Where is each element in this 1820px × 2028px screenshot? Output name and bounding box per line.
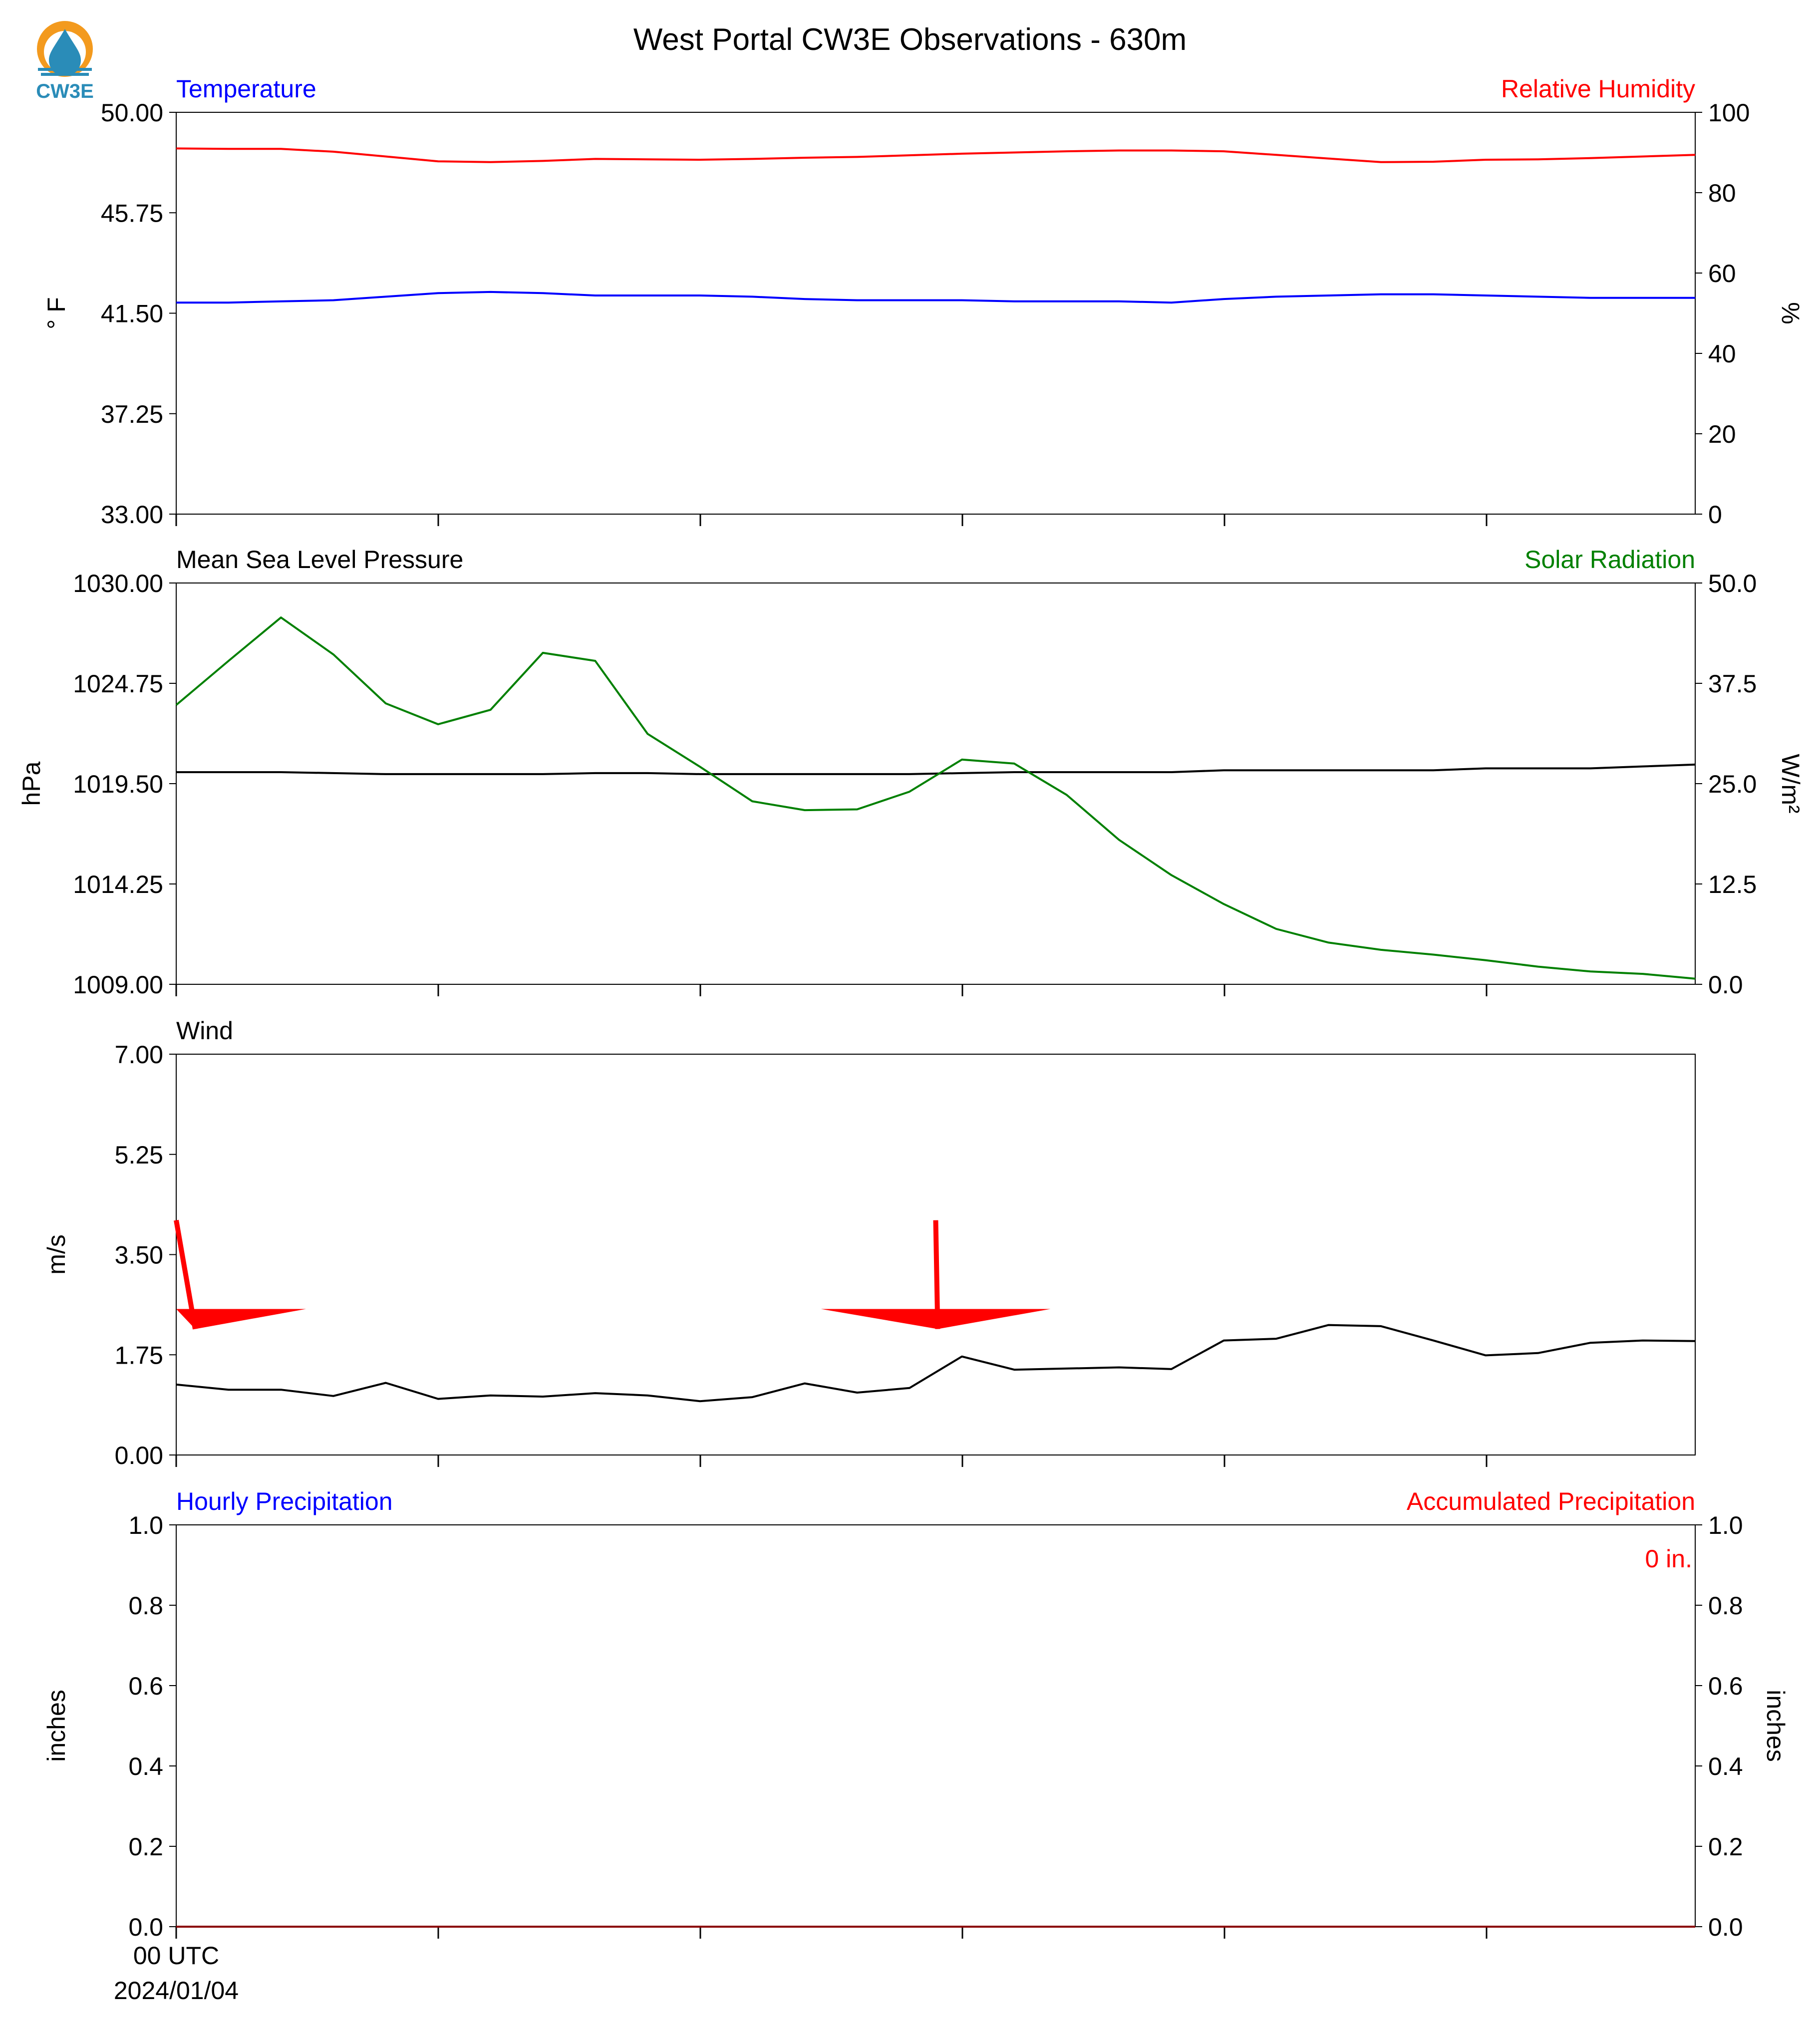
series-line-temperature	[176, 290, 1695, 304]
ytick-label-right: 25.0	[1708, 770, 1757, 798]
ytick-label-right: 0.2	[1708, 1833, 1743, 1861]
ytick-label-right: 80	[1708, 179, 1736, 207]
logo-text: CW3E	[36, 80, 94, 102]
ytick-label-right: 37.5	[1708, 670, 1757, 698]
ytick-label-right: 0.0	[1708, 1913, 1743, 1941]
accumulated-total-label: 0 in.	[1645, 1545, 1692, 1573]
panel-title-right: Relative Humidity	[1501, 75, 1695, 103]
ytick-label-right: 40	[1708, 340, 1736, 368]
ytick-label-left: 7.00	[115, 1041, 163, 1069]
ytick-label-left: 1.0	[128, 1511, 163, 1539]
ytick-label-left: 1.75	[115, 1341, 163, 1369]
panel-pressure-solar: Mean Sea Level Pressure Solar Radiation 10…	[17, 546, 1805, 999]
xtick-label-time: 00 UTC	[133, 1942, 219, 1970]
ytick-label-left: 41.50	[101, 300, 163, 328]
ylabel-left: hPa	[17, 761, 45, 806]
wind-barb	[821, 1220, 1051, 1329]
ytick-label-left: 50.00	[101, 99, 163, 127]
ytick-label-left: 3.50	[115, 1241, 163, 1269]
ylabel-left: inches	[42, 1690, 70, 1762]
ylabel-left: m/s	[42, 1234, 70, 1275]
ytick-label-right: 20	[1708, 420, 1736, 448]
panel-title-right: Accumulated Precipitation	[1407, 1487, 1695, 1515]
panel-precipitation: Hourly Precipitation Accumulated Precipit…	[42, 1487, 1790, 1941]
ytick-label-left: 0.0	[128, 1913, 163, 1941]
cw3e-logo: CW3E	[36, 21, 94, 102]
figure-title: West Portal CW3E Observations - 630m	[633, 22, 1187, 57]
panel-title-left: Wind	[176, 1017, 233, 1045]
ytick-label-right: 12.5	[1708, 870, 1757, 898]
wind-barb-flag	[176, 1309, 306, 1329]
ytick-label-left: 33.00	[101, 501, 163, 529]
ytick-label-left: 0.8	[128, 1592, 163, 1620]
logo-drop-icon	[49, 29, 81, 76]
ytick-label-left: 5.25	[115, 1141, 163, 1169]
ylabel-right: %	[1777, 302, 1805, 324]
ytick-label-right: 0.8	[1708, 1592, 1743, 1620]
series-line-relative-humidity	[176, 147, 1696, 163]
ytick-label-left: 1030.00	[73, 570, 163, 597]
ytick-label-left: 1014.25	[73, 870, 163, 898]
ytick-label-left: 0.6	[128, 1672, 163, 1700]
ylabel-right: inches	[1762, 1690, 1790, 1762]
panel-title-left: Temperature	[176, 75, 316, 103]
panel-title-left: Hourly Precipitation	[176, 1487, 393, 1515]
ylabel-right: W/m²	[1777, 754, 1805, 813]
xtick-label-date: 2024/01/04	[114, 1977, 239, 2005]
wind-barb-flag	[821, 1309, 1051, 1329]
ytick-label-right: 100	[1708, 99, 1750, 127]
ytick-label-left: 1009.00	[73, 971, 163, 999]
ytick-label-left: 45.75	[101, 199, 163, 227]
ytick-label-right: 0.0	[1708, 971, 1743, 999]
ytick-label-left: 0.00	[115, 1442, 163, 1469]
series-line-mean-sea-level-pressure	[176, 763, 1696, 775]
ytick-label-right: 0.4	[1708, 1752, 1743, 1780]
panel-title-left: Mean Sea Level Pressure	[176, 546, 463, 574]
panel-title-right: Solar Radiation	[1524, 546, 1695, 574]
ytick-label-right: 1.0	[1708, 1511, 1743, 1539]
ytick-label-right: 0.6	[1708, 1672, 1743, 1700]
ytick-label-left: 1019.50	[73, 770, 163, 798]
ytick-label-left: 0.4	[128, 1752, 163, 1780]
ytick-label-left: 37.25	[101, 400, 163, 428]
wind-barb	[174, 1219, 306, 1330]
panel-temperature-humidity: Temperature Relative Humidity 33.00 37.25 41…	[42, 75, 1805, 529]
series-line-solar-radiation	[175, 616, 1696, 980]
ylabel-left: ° F	[42, 297, 70, 329]
panel-wind: Wind 0.00 1.75 3.50 5.25 7.00 m/s	[42, 1017, 1696, 1469]
ytick-label-right: 60	[1708, 260, 1736, 288]
ytick-label-left: 0.2	[128, 1833, 163, 1861]
series-line-wind	[176, 1324, 1696, 1403]
ytick-label-right: 50.0	[1708, 570, 1757, 597]
ytick-label-right: 0	[1708, 501, 1722, 529]
ytick-label-left: 1024.75	[73, 670, 163, 698]
